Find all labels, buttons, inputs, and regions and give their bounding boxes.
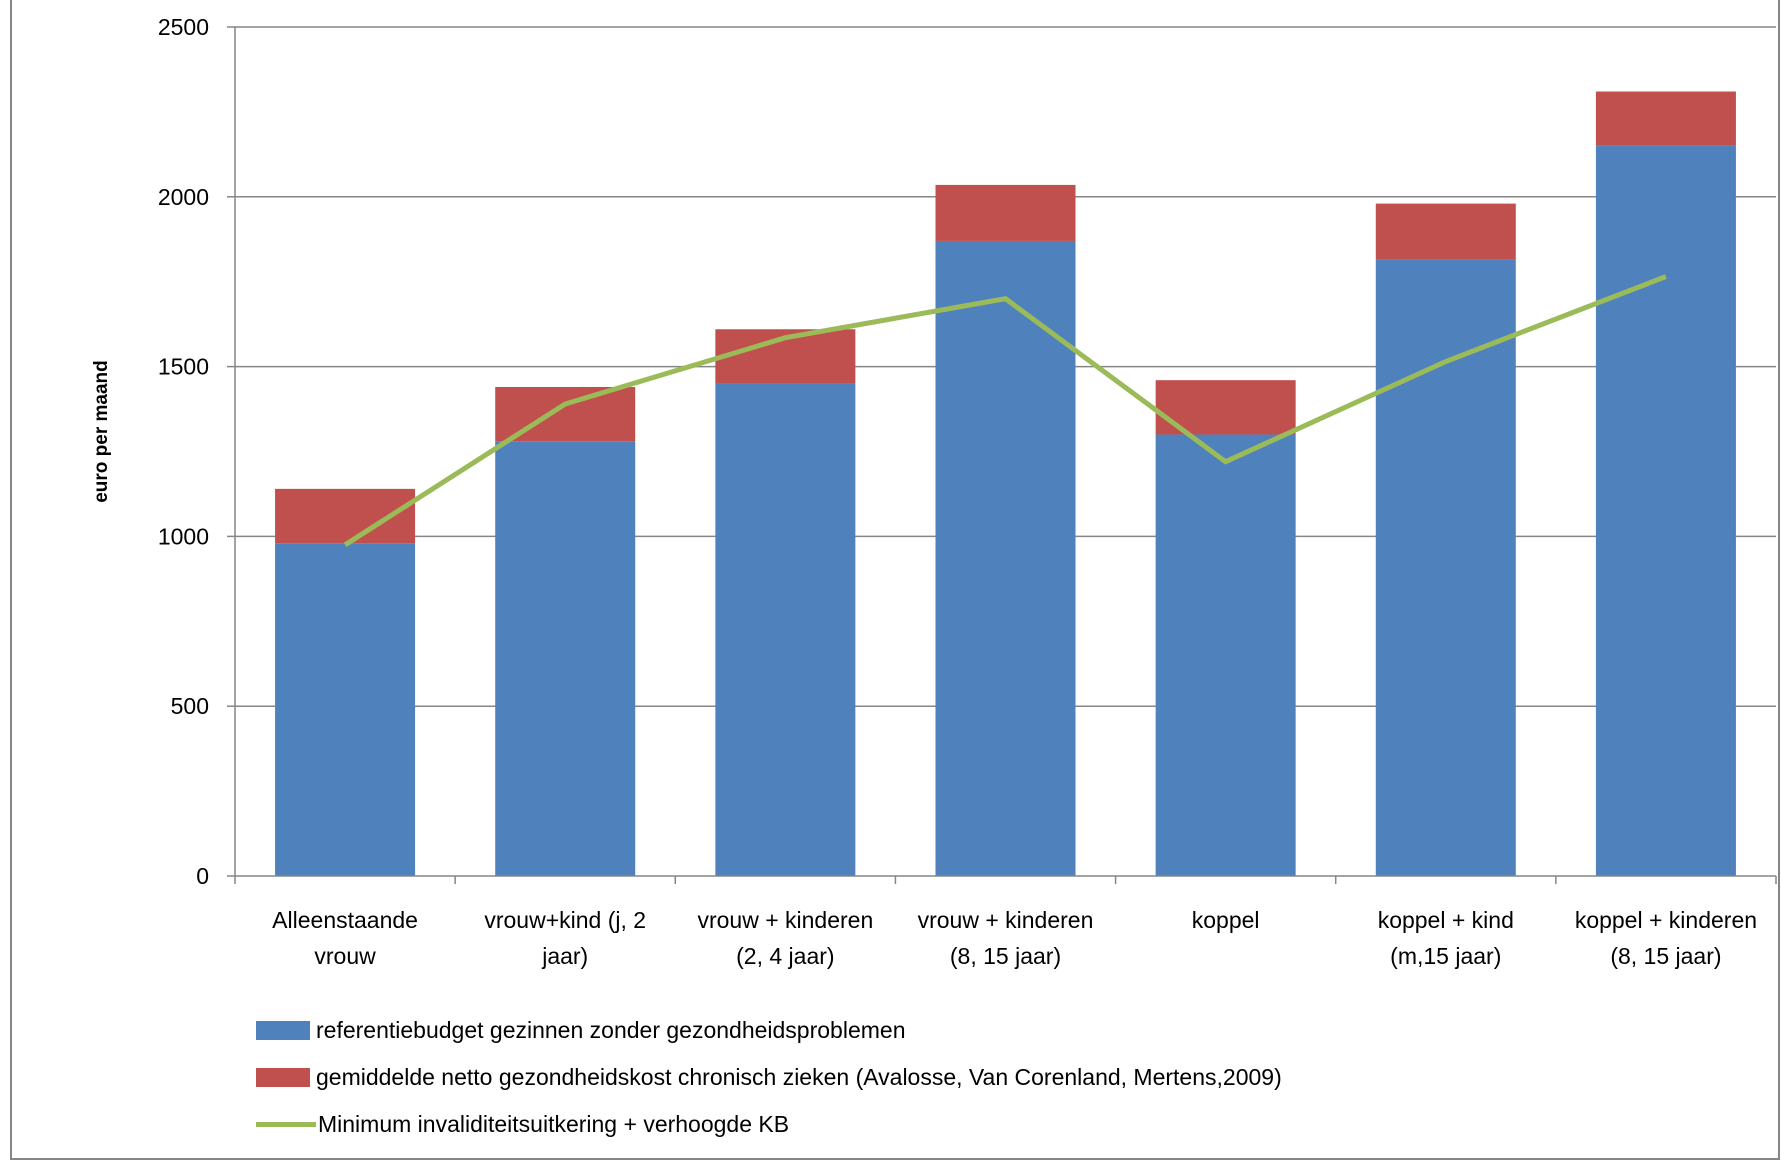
y-tick-label: 2500 [158,14,209,40]
y-tick-label: 1000 [158,523,209,549]
x-category-label: vrouw + kinderen (2, 4 jaar) [697,907,873,969]
x-category-label-line: vrouw + kinderen [918,907,1094,933]
bar-health-cost [1376,204,1516,260]
x-category-label: koppel + kinderen (8, 15 jaar) [1575,907,1757,969]
legend-item: referentiebudget gezinnen zonder gezondh… [256,1015,906,1045]
x-category-label: koppel + kind (m,15 jaar) [1378,907,1514,969]
legend-color-swatch [256,1021,310,1040]
x-category-label: vrouw+kind (j, 2 jaar) [484,907,646,969]
x-category-label-line: (m,15 jaar) [1390,943,1501,969]
legend-label: gemiddelde netto gezondheidskost chronis… [316,1064,1282,1091]
bar-base [275,543,415,876]
x-category-label-line: Alleenstaande [272,907,418,933]
legend-item: Minimum invaliditeitsuitkering + verhoog… [256,1109,789,1139]
legend-color-swatch [256,1068,310,1087]
legend-item: gemiddelde netto gezondheidskost chronis… [256,1062,1282,1092]
bar-health-cost [1596,92,1736,146]
x-category-label-line: vrouw + kinderen [697,907,873,933]
bar-health-cost [936,185,1076,241]
x-category-label: koppel [1192,907,1260,933]
legend-label: Minimum invaliditeitsuitkering + verhoog… [318,1111,789,1138]
x-category-label-line: jaar) [541,943,588,969]
x-category-label: Alleenstaande vrouw [272,907,418,969]
x-category-label-line: vrouw+kind (j, 2 [484,907,646,933]
x-category-label-line: koppel + kinderen [1575,907,1757,933]
bar-base [1596,146,1736,876]
x-category-label-line: (8, 15 jaar) [1610,943,1721,969]
y-tick-label: 0 [196,863,209,889]
legend-line-swatch [256,1122,316,1127]
bar-base [715,384,855,876]
x-category-label-line: (8, 15 jaar) [950,943,1061,969]
bar-base [1156,435,1296,876]
y-tick-label: 500 [171,693,209,719]
y-tick-labels: 0 500 1000 1500 2000 2500 [158,14,209,889]
x-category-label-line: koppel [1192,907,1260,933]
y-axis-title: euro per maand [91,360,112,503]
x-category-label: vrouw + kinderen (8, 15 jaar) [918,907,1094,969]
bars [275,92,1736,876]
bar-base [1376,260,1516,876]
legend-label: referentiebudget gezinnen zonder gezondh… [316,1017,906,1044]
x-category-label-line: vrouw [314,943,376,969]
bar-base [495,441,635,876]
y-tick-label: 1500 [158,354,209,380]
x-category-label-line: koppel + kind [1378,907,1514,933]
y-tick-label: 2000 [158,184,209,210]
x-category-label-line: (2, 4 jaar) [736,943,834,969]
